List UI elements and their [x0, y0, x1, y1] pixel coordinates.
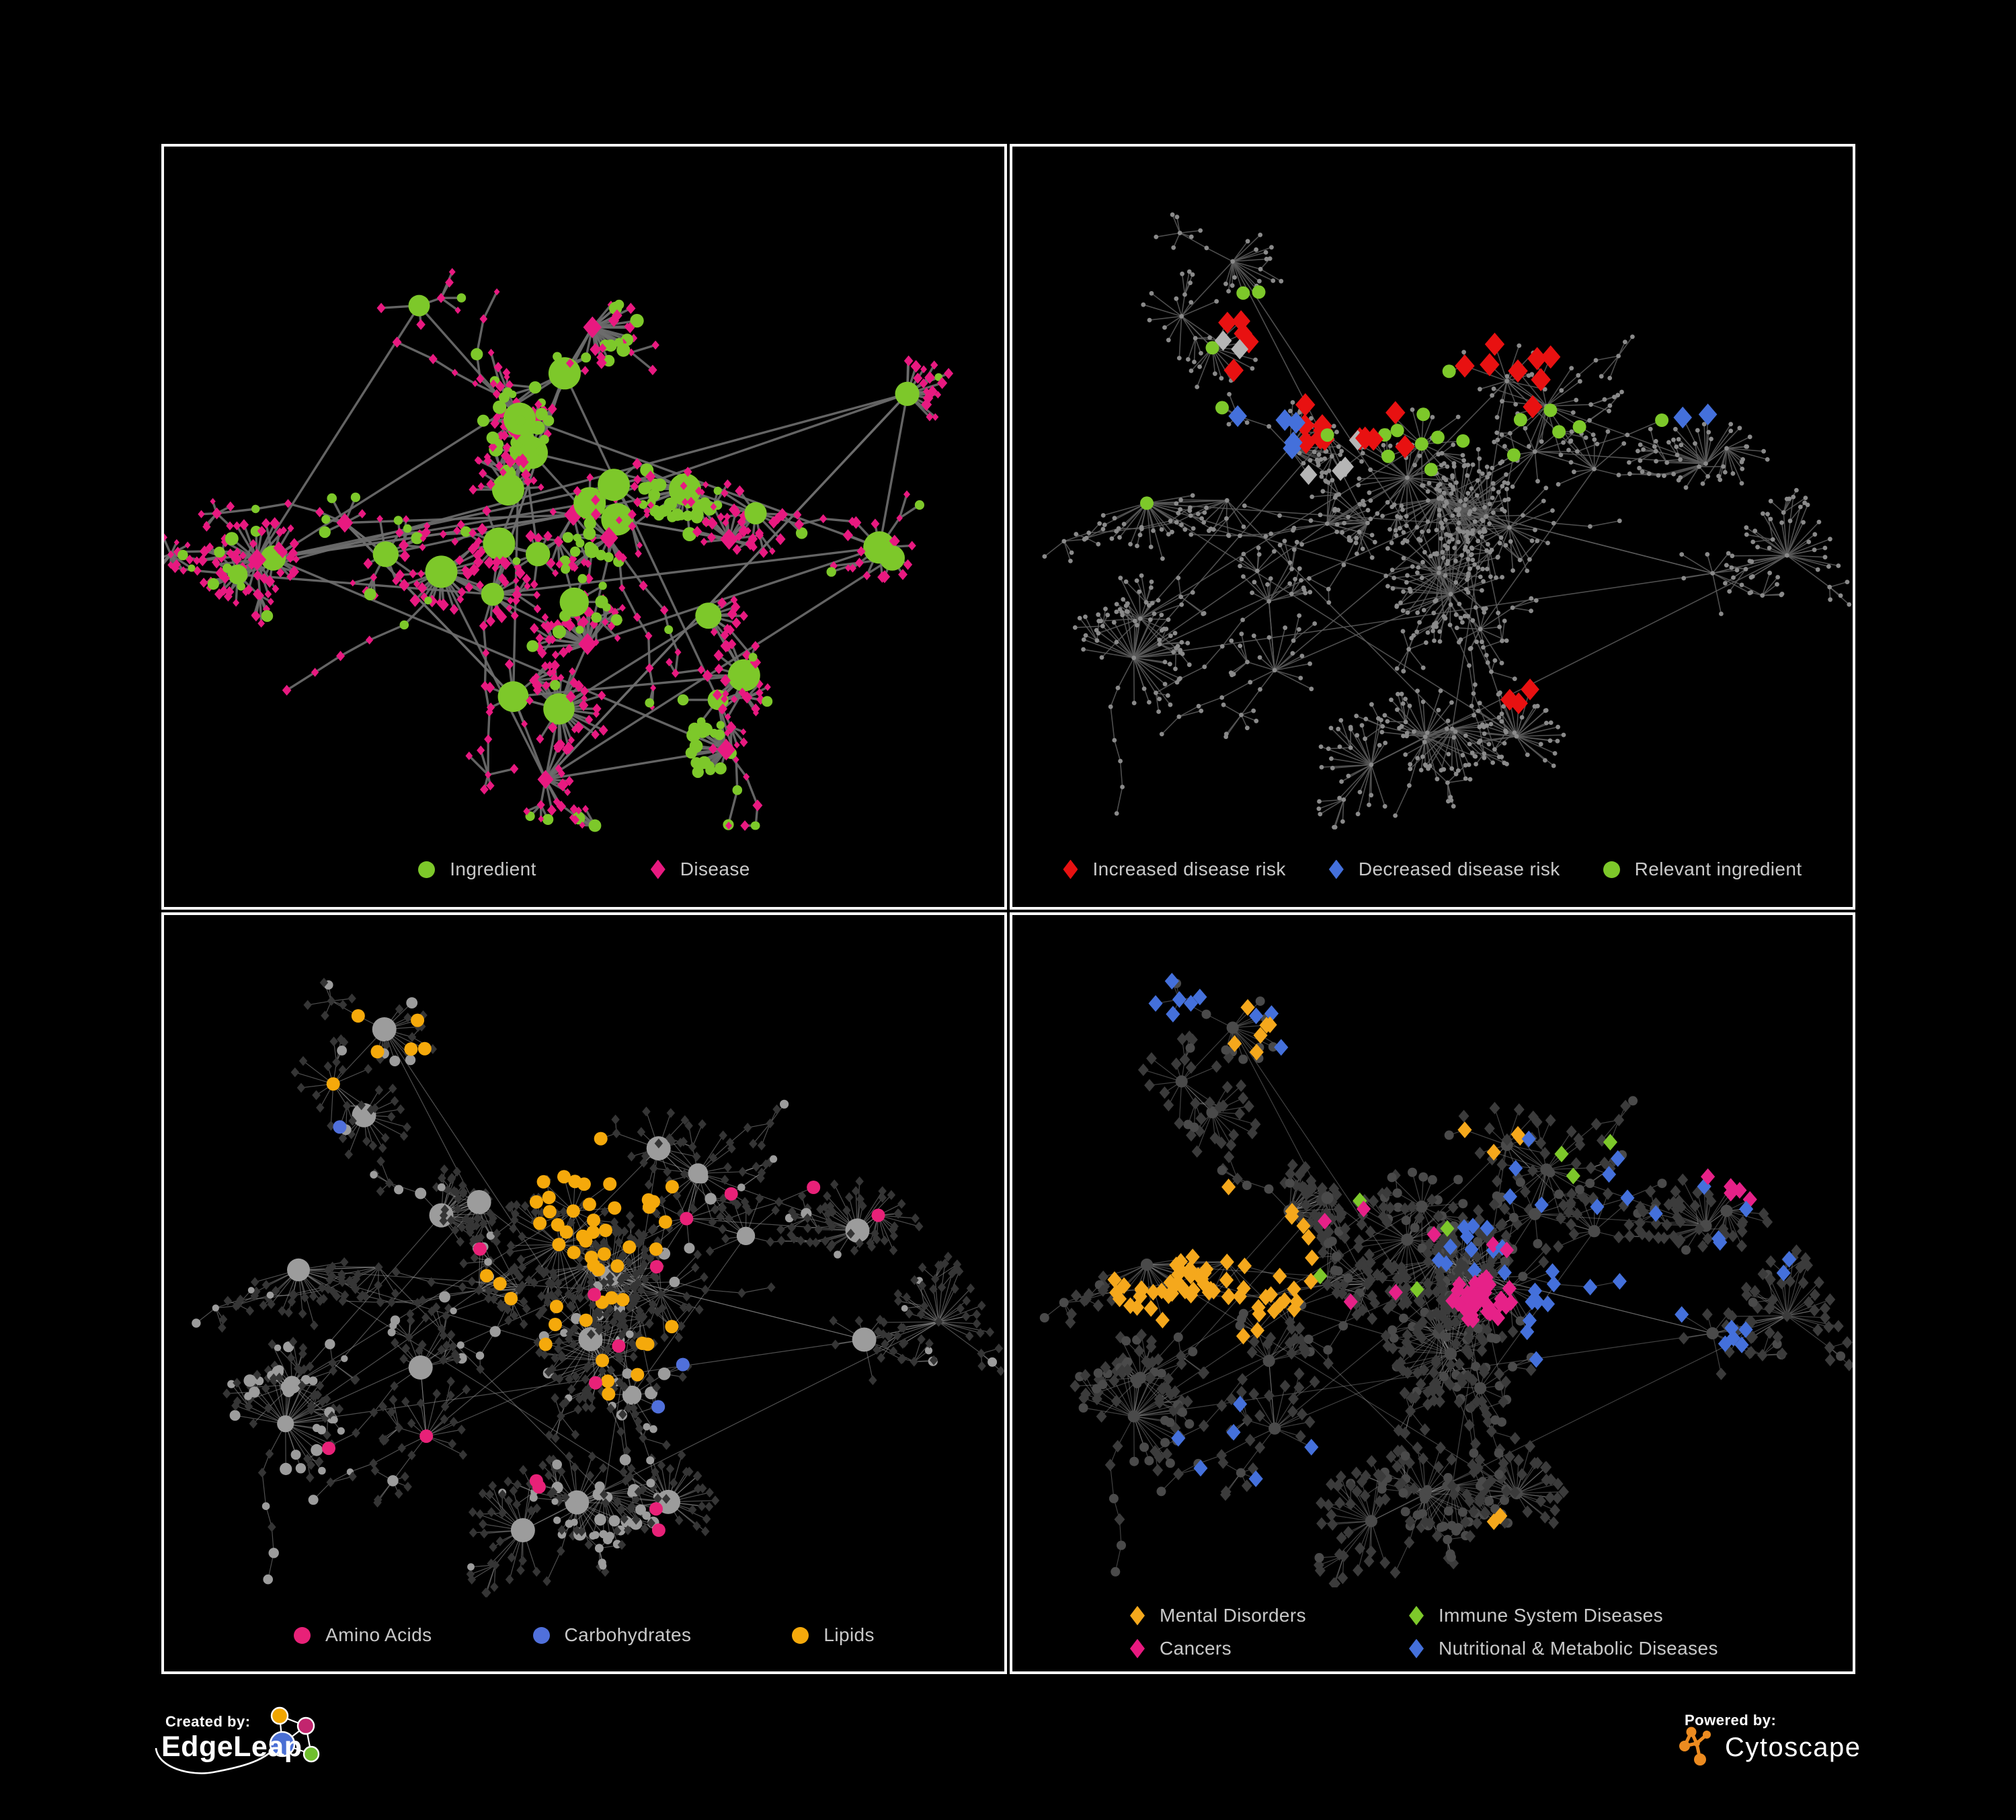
carbohydrates-legend-marker: [532, 1626, 550, 1644]
mental-disorders-legend-marker: [1130, 1606, 1145, 1626]
edgeleap-network-icon: [155, 1706, 320, 1774]
amino-acids-legend-marker: [294, 1626, 311, 1644]
legend-label: Cancers: [1160, 1638, 1232, 1659]
legend-item: Carbohydrates: [532, 1624, 692, 1646]
cancers-legend-marker: [1130, 1638, 1145, 1659]
legend-label: Nutritional & Metabolic Diseases: [1439, 1638, 1718, 1659]
legend-item: Amino Acids: [294, 1624, 432, 1646]
legend-label: Mental Disorders: [1160, 1605, 1307, 1626]
legend-label: Disease: [680, 859, 750, 879]
decreased-risk-legend-marker: [1328, 859, 1344, 879]
disease-legend-marker: [650, 859, 666, 879]
legend-item: Immune System Diseases: [1409, 1605, 1718, 1626]
disease-risk-network-canvas: [1042, 212, 1852, 830]
panel-disease-categories: Mental Disorders Immune System Diseases …: [1010, 912, 1855, 1674]
legend-label: Increased disease risk: [1092, 859, 1286, 879]
legend-label: Amino Acids: [325, 1624, 432, 1645]
panel-nutrient-classes: Amino Acids Carbohydrates Lipids: [161, 912, 1007, 1674]
immune-system-diseases-legend-marker: [1409, 1606, 1424, 1626]
legend-label: Decreased disease risk: [1358, 859, 1560, 879]
legend-item: Relevant ingredient: [1603, 859, 1802, 880]
legend-item: Decreased disease risk: [1328, 859, 1560, 880]
panel-ingredient-disease: Ingredient Disease: [161, 144, 1007, 910]
legend-label: Ingredient: [450, 859, 536, 879]
edgeleap-orange-node-icon: [270, 1706, 289, 1725]
ingredient-disease-network-canvas: [164, 268, 954, 832]
edgeleap-logo: EdgeLeap: [161, 1731, 303, 1763]
legend-item: Nutritional & Metabolic Diseases: [1409, 1638, 1718, 1659]
panel-disease-risk: Increased disease risk Decreased disease…: [1010, 144, 1855, 910]
cytoscape-logo: Cytoscape: [1725, 1733, 1861, 1762]
lipids-legend-marker: [792, 1626, 809, 1644]
legend-label: Relevant ingredient: [1634, 859, 1802, 879]
nutritional-metabolic-diseases-legend-marker: [1409, 1638, 1424, 1659]
ingredient-legend-marker: [418, 861, 436, 878]
legend-label: Immune System Diseases: [1439, 1605, 1664, 1626]
edgeleap-blue-node-icon: [269, 1731, 296, 1757]
powered-by-label: Powered by:: [1685, 1712, 1777, 1729]
edgeleap-green-node-icon: [303, 1745, 320, 1763]
legend-label: Carbohydrates: [564, 1624, 692, 1645]
relevant-ingredient-legend-marker: [1603, 861, 1620, 878]
legend-item: Mental Disorders: [1130, 1605, 1409, 1626]
edgeleap-pink-node-icon: [296, 1716, 315, 1735]
legend-disease-categories: Mental Disorders Immune System Diseases …: [1130, 1605, 1718, 1659]
disease-category-network-canvas: [1039, 972, 1853, 1587]
legend-disease-risk: Increased disease risk Decreased disease…: [1012, 859, 1853, 880]
legend-label: Lipids: [823, 1624, 875, 1645]
legend-ingredient-disease: Ingredient Disease: [164, 859, 1004, 880]
cytoscape-network-icon: [1679, 1727, 1711, 1766]
legend-item: Disease: [650, 859, 750, 880]
legend-item: Increased disease risk: [1063, 859, 1285, 880]
legend-item: Cancers: [1130, 1638, 1409, 1659]
legend-item: Lipids: [792, 1624, 875, 1646]
legend-nutrient-classes: Amino Acids Carbohydrates Lipids: [164, 1624, 1004, 1646]
nutrient-class-network-canvas: [192, 978, 1004, 1597]
increased-risk-legend-marker: [1063, 859, 1078, 879]
legend-item: Ingredient: [418, 859, 536, 880]
created-by-label: Created by:: [165, 1713, 251, 1730]
